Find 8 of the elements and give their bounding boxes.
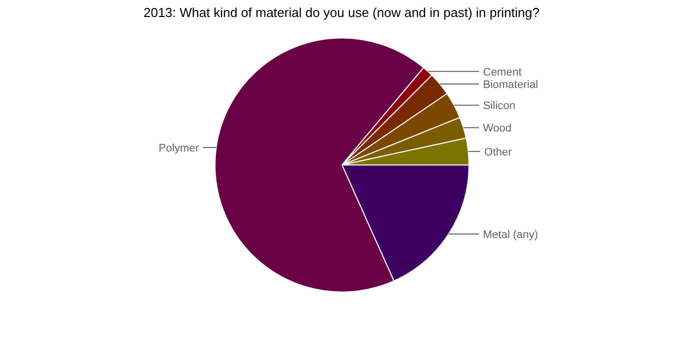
slice-label: Other [484, 146, 512, 158]
slice-label: Wood [483, 122, 512, 135]
slice-label: Polymer [158, 142, 200, 154]
slice-label: Biomaterial [483, 79, 538, 92]
chart-title: 2013: What kind of material do you use (now and in past) in printing? [143, 5, 540, 20]
slice-label: Cement [483, 66, 522, 78]
slice-label: Metal (any) [483, 229, 538, 242]
slice-label: Silicon [483, 100, 516, 112]
